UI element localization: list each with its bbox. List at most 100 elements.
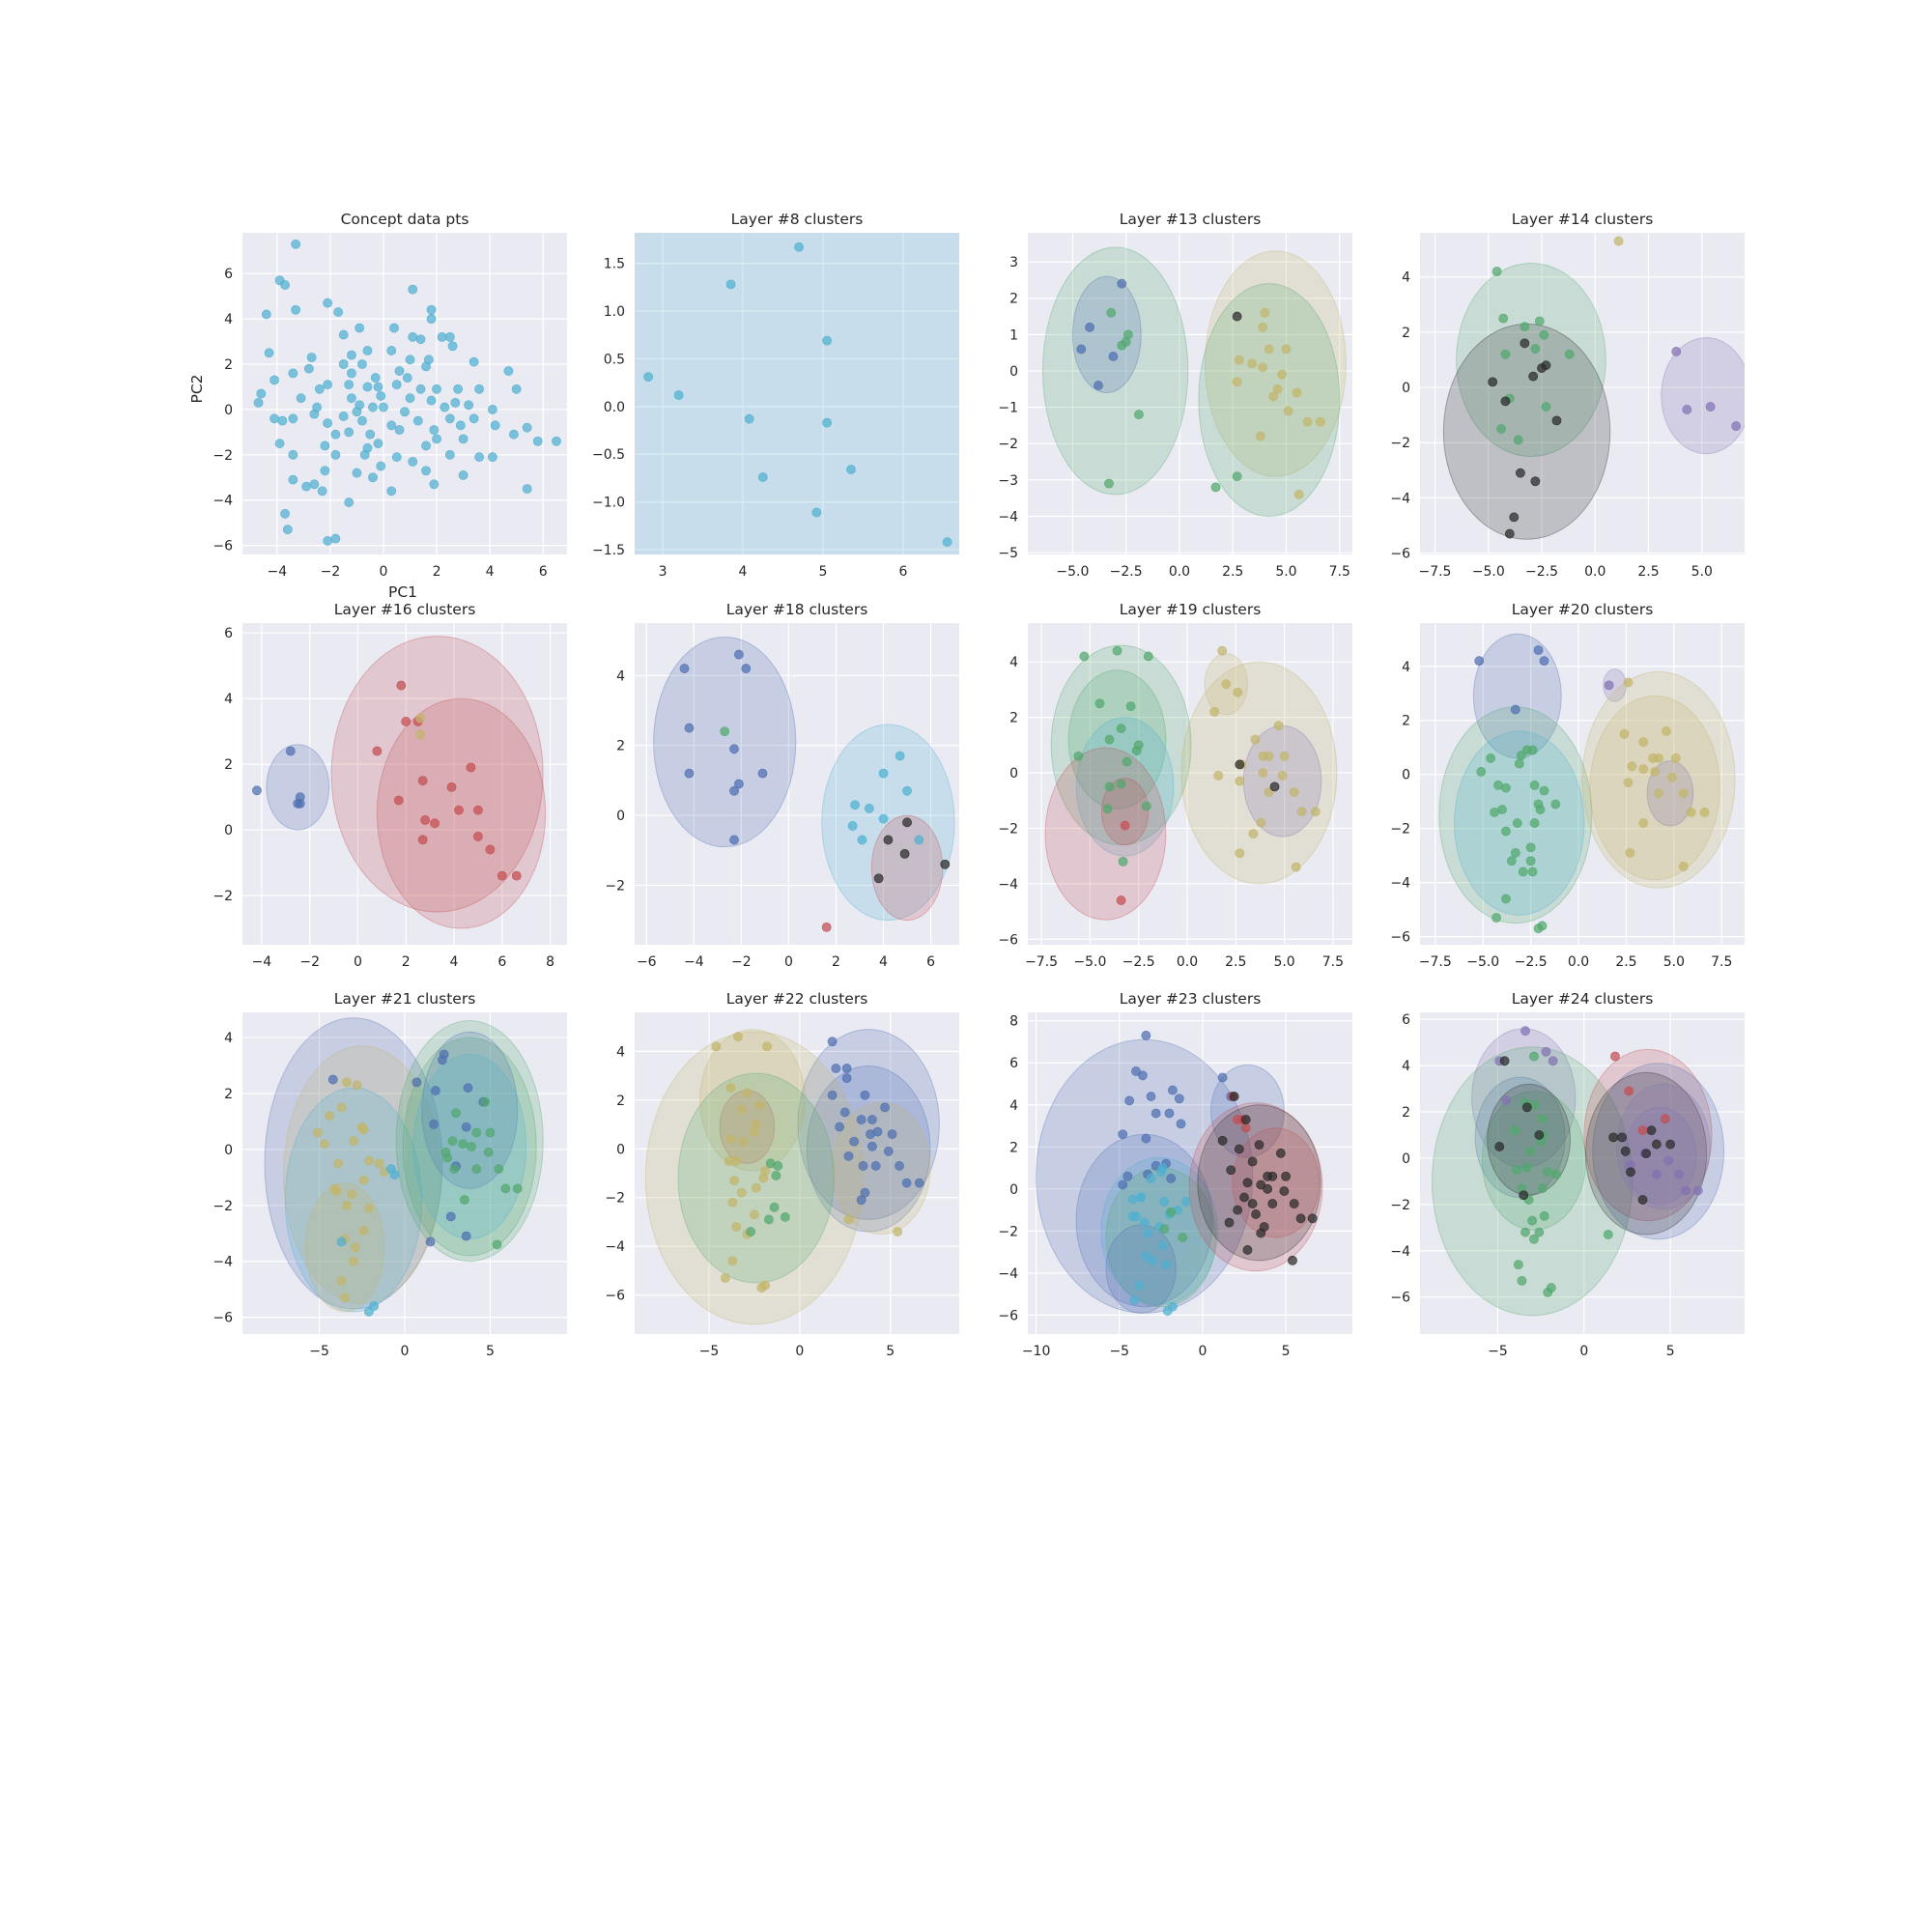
data-point (729, 744, 739, 754)
data-point (357, 359, 367, 369)
x-tick-label: 5.0 (1275, 564, 1296, 580)
data-point (347, 368, 356, 379)
data-point (942, 537, 952, 548)
data-point (841, 1073, 852, 1084)
data-point (870, 1161, 881, 1171)
data-point (394, 425, 405, 435)
data-point (386, 486, 397, 497)
data-point (749, 1209, 759, 1220)
data-point (511, 870, 522, 881)
x-tick-label: 0 (380, 564, 388, 580)
data-point (821, 923, 832, 932)
data-point (1210, 482, 1221, 493)
data-point (727, 1256, 738, 1266)
data-point (1264, 787, 1274, 798)
data-point (358, 1225, 369, 1236)
y-tick-label: −2 (998, 1224, 1018, 1239)
data-point (306, 353, 317, 362)
data-point (270, 375, 279, 385)
data-point (369, 1301, 380, 1311)
data-point (1127, 1194, 1138, 1205)
data-point (1510, 704, 1520, 715)
data-point (872, 1126, 883, 1137)
data-point (331, 1186, 342, 1197)
plot-content (1041, 246, 1347, 517)
data-point (1537, 1114, 1548, 1124)
y-tick-label: 2 (616, 739, 625, 754)
data-point (1499, 1056, 1510, 1066)
data-point (1127, 1211, 1138, 1222)
data-point (288, 474, 298, 485)
cluster-ellipse (1041, 246, 1189, 496)
x-tick-label: −5.0 (1056, 564, 1089, 580)
data-point (492, 1239, 502, 1250)
data-point (1528, 371, 1539, 382)
data-point (288, 449, 298, 460)
data-point (494, 1164, 504, 1175)
data-point (394, 366, 405, 376)
data-point (1527, 867, 1538, 877)
subplot-2: 3 4 5 6 −1.5 −1.0 −0.5 0.0 0.5 1.0 1.5 Layer #8 clu… (592, 211, 959, 580)
data-point (1277, 770, 1288, 781)
data-point (1518, 867, 1528, 877)
data-point (738, 1136, 749, 1147)
x-tick-label: 4 (450, 954, 459, 970)
y-tick-label: −4 (998, 509, 1018, 525)
data-point (742, 1088, 753, 1098)
plot-area (635, 233, 959, 554)
data-point (1134, 1281, 1145, 1291)
data-point (1247, 1199, 1258, 1208)
data-point (440, 1147, 451, 1157)
data-point (843, 1151, 854, 1161)
data-point (1159, 1224, 1170, 1235)
data-point (327, 1074, 338, 1085)
data-point (873, 873, 884, 884)
data-point (741, 664, 752, 673)
data-point (1112, 645, 1122, 656)
x-tick-label: −5.0 (1073, 954, 1106, 970)
data-point (1094, 698, 1105, 709)
data-point (1501, 894, 1511, 904)
x-tick-label: 8 (546, 954, 554, 970)
plot-content (1438, 633, 1736, 934)
data-point (295, 798, 305, 809)
data-point (466, 762, 476, 773)
y-tick-label: −4 (1390, 876, 1410, 892)
x-tick-label: 7.5 (1322, 954, 1344, 970)
data-point (1159, 1196, 1170, 1207)
data-point (1496, 424, 1506, 434)
data-point (899, 848, 910, 859)
data-point (1240, 1115, 1251, 1124)
data-point (1494, 1142, 1505, 1151)
data-point (1670, 753, 1681, 763)
data-point (1136, 1192, 1147, 1203)
data-point (296, 393, 306, 404)
plot-area (242, 623, 567, 945)
data-point (314, 384, 325, 394)
y-tick-label: −1.0 (592, 496, 625, 511)
data-point (1221, 679, 1232, 690)
data-point (1682, 405, 1692, 414)
data-point (1283, 406, 1293, 416)
data-point (1534, 316, 1545, 327)
data-point (500, 1183, 511, 1194)
data-point (878, 813, 889, 824)
data-point (1141, 1031, 1151, 1040)
data-point (1168, 1301, 1178, 1312)
data-point (453, 384, 463, 394)
data-point (261, 309, 271, 320)
data-point (467, 1142, 476, 1151)
x-tick-label: −5.0 (1466, 954, 1499, 970)
data-point (1124, 1095, 1135, 1106)
data-point (1624, 1086, 1634, 1096)
plot-content (264, 1017, 544, 1317)
data-point (1213, 770, 1224, 781)
data-point (831, 1064, 841, 1073)
data-point (843, 1214, 854, 1225)
data-point (458, 434, 469, 444)
data-point (336, 1276, 347, 1286)
data-point (365, 429, 376, 440)
data-point (338, 412, 349, 421)
y-tick-label: −2 (213, 889, 233, 904)
plot-content (653, 636, 955, 932)
